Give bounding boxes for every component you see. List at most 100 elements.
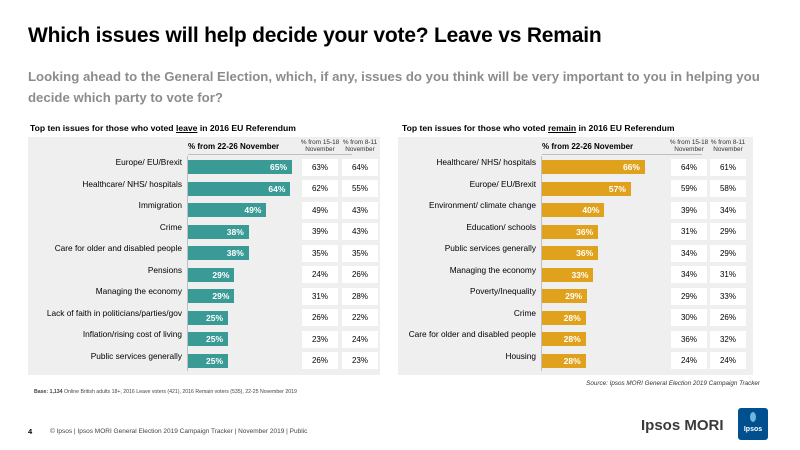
leave-value-cell-2: 26% xyxy=(302,352,338,369)
leave-value-cell-3: 26% xyxy=(342,266,378,283)
base-note: Base: 1,134 Online British adults 18+, 2… xyxy=(34,389,297,395)
leave-value-cell-3: 28% xyxy=(342,287,378,305)
leave-row-label: Public services generally xyxy=(90,350,182,361)
remain-chart-panel: % from 22-26 November % from 15-18 Novemb… xyxy=(398,137,753,375)
leave-row-label: Inflation/rising cost of living xyxy=(82,329,182,339)
leave-value-cell-2: 35% xyxy=(302,244,338,262)
leave-bar xyxy=(188,203,267,217)
leave-col-header-main: % from 22-26 November xyxy=(188,142,280,151)
remain-value-cell-2: 34% xyxy=(671,266,707,283)
remain-value-cell-2: 64% xyxy=(671,158,707,176)
leave-value-cell-3: 43% xyxy=(342,201,378,219)
remain-value-cell-2: 36% xyxy=(671,330,707,348)
leave-bar xyxy=(188,246,249,260)
remain-value-cell-2: 29% xyxy=(671,287,707,305)
remain-value-cell-3: 61% xyxy=(710,158,746,176)
remain-row-label: Healthcare/ NHS/ hospitals xyxy=(436,157,536,167)
leave-row-label: Crime xyxy=(159,221,182,232)
remain-bar xyxy=(542,267,594,282)
remain-value-cell-3: 29% xyxy=(710,223,746,240)
leave-value-cell-3: 35% xyxy=(342,244,378,262)
remain-value-cell-2: 31% xyxy=(671,223,707,240)
leave-row-label: Immigration xyxy=(138,200,182,210)
remain-bar-value-label: 28% xyxy=(563,334,581,344)
leave-bar xyxy=(188,267,235,282)
remain-col-header-3: % from 8-11 November xyxy=(710,139,746,153)
remain-row-label: Managing the economy xyxy=(449,264,536,275)
leave-bar xyxy=(188,160,292,174)
leave-bar-value-label: 25% xyxy=(205,312,223,323)
leave-row-label: Europe/ EU/Brexit xyxy=(115,157,182,167)
remain-bar-value-label: 29% xyxy=(565,291,583,301)
remain-value-cell-2: 59% xyxy=(671,180,707,197)
remain-value-cell-2: 34% xyxy=(671,244,707,262)
leave-bar-value-label: 65% xyxy=(269,162,287,172)
remain-row-label: Education/ schools xyxy=(466,221,536,232)
remain-bar-value-label: 28% xyxy=(563,312,581,323)
remain-bar-value-label: 36% xyxy=(576,248,594,258)
remain-bar xyxy=(542,224,599,239)
source-note: Source: Ipsos MORI General Election 2019… xyxy=(586,380,760,387)
leave-col-header-3: % from 8-11 November xyxy=(342,139,378,153)
remain-value-cell-3: 33% xyxy=(710,287,746,305)
remain-value-cell-3: 31% xyxy=(710,266,746,283)
remain-value-cell-3: 29% xyxy=(710,244,746,262)
base-text: Online British adults 18+, 2016 Leave vo… xyxy=(62,389,297,395)
remain-col-header-main: % from 22-26 November xyxy=(542,142,634,151)
remain-row-label: Environment/ climate change xyxy=(429,200,536,210)
leave-row-label: Pensions xyxy=(147,264,182,275)
remain-row-label: Poverty/Inequality xyxy=(470,286,536,296)
leave-value-cell-3: 55% xyxy=(342,180,378,197)
remain-row-label: Crime xyxy=(513,307,536,318)
remain-title-pre: Top ten issues for those who voted xyxy=(402,123,548,133)
leave-value-cell-2: 49% xyxy=(302,201,338,219)
ipsos-logo-icon: Ipsos xyxy=(738,408,768,440)
remain-title-post: in 2016 EU Referendum xyxy=(576,123,675,133)
leave-bar-value-label: 49% xyxy=(244,205,262,215)
remain-value-cell-2: 39% xyxy=(671,201,707,219)
leave-value-cell-3: 24% xyxy=(342,330,378,348)
leave-value-cell-2: 62% xyxy=(302,180,338,197)
leave-value-cell-2: 39% xyxy=(302,223,338,240)
leave-value-cell-2: 24% xyxy=(302,266,338,283)
leave-bar xyxy=(188,181,291,196)
page-number: 4 xyxy=(28,427,33,436)
remain-value-cell-3: 32% xyxy=(710,330,746,348)
remain-chart-title: Top ten issues for those who voted remai… xyxy=(402,123,675,133)
leave-bar-value-label: 64% xyxy=(268,183,286,194)
remain-bar xyxy=(542,353,586,368)
remain-bar xyxy=(542,246,599,260)
remain-col-header-2: % from 15-18 November xyxy=(669,139,709,153)
ipsos-mori-logo-text: Ipsos MORI xyxy=(641,417,724,434)
leave-axis-line xyxy=(187,156,188,371)
leave-header-rule xyxy=(188,154,352,155)
remain-value-cell-3: 24% xyxy=(710,352,746,369)
leave-bar-value-label: 38% xyxy=(226,226,244,237)
leave-bar xyxy=(188,224,249,239)
leave-value-cell-3: 22% xyxy=(342,309,378,326)
footer-text: © Ipsos | Ipsos MORI General Election 20… xyxy=(50,428,308,435)
remain-row-label: Public services generally xyxy=(444,243,536,253)
leave-title-key: leave xyxy=(175,123,198,133)
remain-bar xyxy=(542,289,588,303)
leave-value-cell-3: 64% xyxy=(342,158,378,176)
leave-bar xyxy=(188,310,228,325)
remain-bar xyxy=(542,203,605,217)
logo-leaf-shape xyxy=(750,412,756,422)
leave-bar xyxy=(188,289,235,303)
leave-row-label: Managing the economy xyxy=(95,286,182,296)
remain-value-cell-2: 30% xyxy=(671,309,707,326)
leave-bar-value-label: 25% xyxy=(205,355,223,366)
leave-value-cell-3: 43% xyxy=(342,223,378,240)
leave-chart-panel: % from 22-26 November % from 15-18 Novemb… xyxy=(28,137,380,375)
leave-value-cell-2: 26% xyxy=(302,309,338,326)
remain-bar xyxy=(542,332,586,346)
remain-bar-value-label: 57% xyxy=(608,183,626,194)
leave-bar-value-label: 25% xyxy=(205,334,223,344)
leave-value-cell-2: 63% xyxy=(302,158,338,176)
remain-value-cell-3: 58% xyxy=(710,180,746,197)
remain-bar xyxy=(542,160,645,174)
leave-row-label: Care for older and disabled people xyxy=(54,243,182,253)
leave-bar-value-label: 29% xyxy=(212,269,230,280)
leave-col-header-2: % from 15-18 November xyxy=(300,139,340,153)
